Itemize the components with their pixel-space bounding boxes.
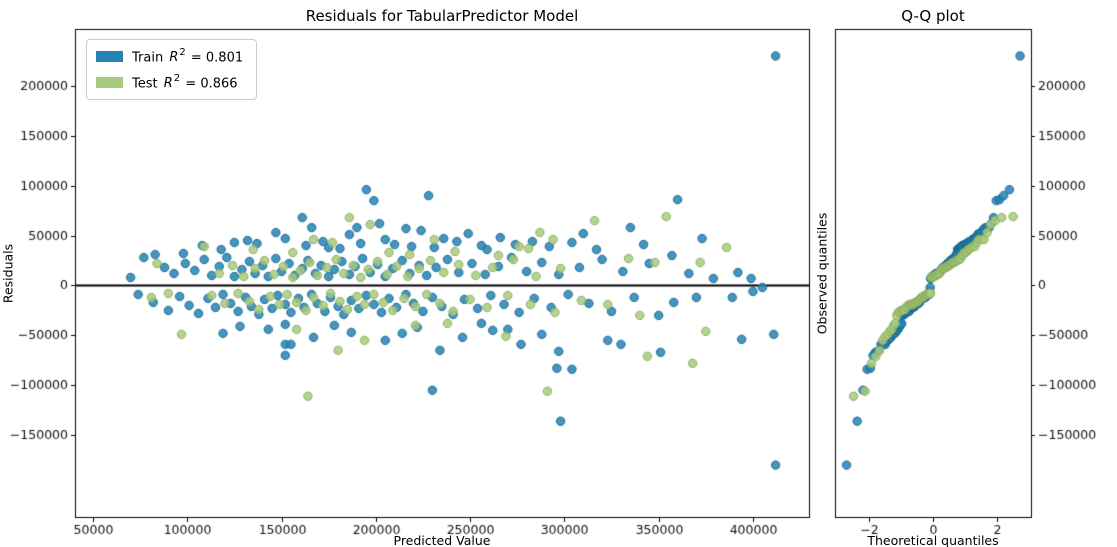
legend-train-r-symbol: R bbox=[169, 50, 179, 66]
qq-plot-title: Q-Q plot bbox=[901, 7, 965, 25]
legend-test-exponent: 2 bbox=[173, 72, 181, 84]
train-swatch-icon bbox=[96, 51, 123, 62]
legend-entry-train: Train R2 = 0.801 bbox=[96, 46, 243, 67]
residuals-plot-title: Residuals for TabularPredictor Model bbox=[305, 7, 579, 25]
residuals-xlabel: Predicted Value bbox=[393, 533, 491, 547]
legend: Train R2 = 0.801 Test R2 = 0.866 bbox=[86, 39, 258, 100]
legend-test-r-symbol: R bbox=[163, 76, 173, 92]
qq-ylabel: Observed quantiles bbox=[814, 212, 830, 335]
legend-train-label: Train R2 = 0.801 bbox=[132, 46, 244, 66]
qq-xlabel: Theoretical quantiles bbox=[867, 533, 999, 547]
legend-entry-test: Test R2 = 0.866 bbox=[96, 72, 243, 93]
test-swatch-icon bbox=[96, 77, 123, 88]
legend-train-prefix: Train bbox=[132, 50, 168, 66]
legend-train-exponent: 2 bbox=[179, 46, 186, 58]
legend-train-value: = 0.801 bbox=[186, 50, 244, 66]
residuals-ylabel: Residuals bbox=[0, 243, 16, 304]
legend-test-prefix: Test bbox=[132, 76, 162, 92]
legend-test-value: = 0.866 bbox=[181, 76, 238, 92]
legend-test-label: Test R2 = 0.866 bbox=[132, 72, 238, 92]
